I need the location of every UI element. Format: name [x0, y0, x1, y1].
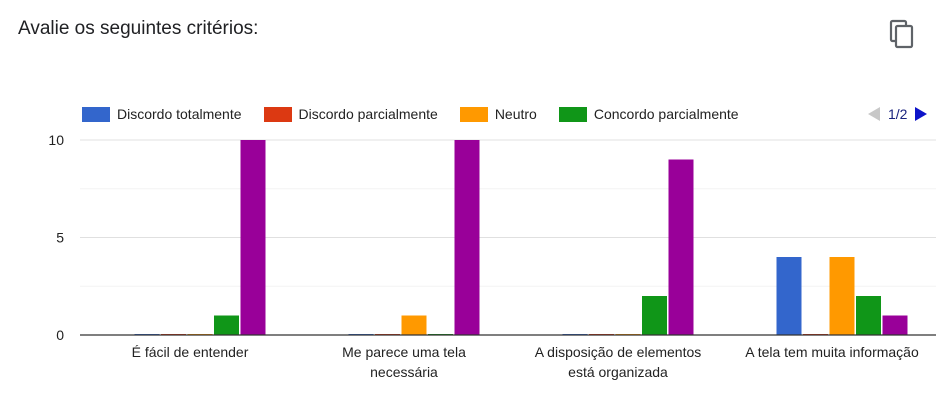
legend-label: Discordo totalmente — [117, 106, 242, 122]
bar[interactable] — [454, 140, 480, 335]
y-tick-label: 5 — [56, 230, 64, 246]
legend-item-concordo-parcialmente: Concordo parcialmente — [558, 106, 739, 122]
copy-chart-button[interactable] — [886, 18, 918, 50]
legend-item-discordo-parcialmente: Discordo parcialmente — [263, 106, 438, 122]
x-category-label: está organizada — [568, 364, 668, 380]
previous-page-icon[interactable] — [868, 107, 880, 121]
legend-label: Neutro — [494, 106, 537, 122]
bar[interactable] — [856, 296, 881, 335]
legend-pager: 1/2 — [868, 106, 928, 122]
legend-swatch — [459, 106, 488, 122]
bar[interactable] — [882, 315, 908, 336]
page-indicator: 1/2 — [888, 106, 908, 122]
x-category-label: necessária — [370, 364, 438, 380]
bar[interactable] — [401, 315, 427, 336]
bar[interactable] — [776, 257, 802, 335]
x-category-label: A tela tem muita informação — [745, 344, 919, 360]
bar[interactable] — [214, 315, 239, 336]
legend-item-discordo-totalmente: Discordo totalmente — [82, 106, 242, 122]
x-category-label: A disposição de elementos — [535, 344, 702, 360]
bar[interactable] — [829, 257, 855, 335]
bar[interactable] — [240, 140, 266, 335]
legend-swatch — [558, 106, 587, 122]
legend-label: Concordo parcialmente — [593, 106, 739, 122]
y-tick-label: 10 — [48, 132, 64, 148]
next-page-icon[interactable] — [915, 107, 928, 121]
bar[interactable] — [668, 159, 694, 336]
legend-swatch — [263, 106, 292, 122]
x-category-label: Me parece uma tela — [342, 344, 466, 360]
legend-item-neutro: Neutro — [459, 106, 537, 122]
legend-label: Discordo parcialmente — [298, 106, 438, 122]
chart-legend: Discordo totalmente Discordo parcialment… — [82, 106, 761, 122]
question-title: Avalie os seguintes critérios: — [18, 18, 259, 39]
legend-swatch — [82, 106, 110, 122]
copy-icon — [889, 19, 914, 49]
x-category-label: É fácil de entender — [132, 344, 249, 360]
y-tick-label: 0 — [56, 327, 64, 343]
bar[interactable] — [642, 296, 667, 335]
